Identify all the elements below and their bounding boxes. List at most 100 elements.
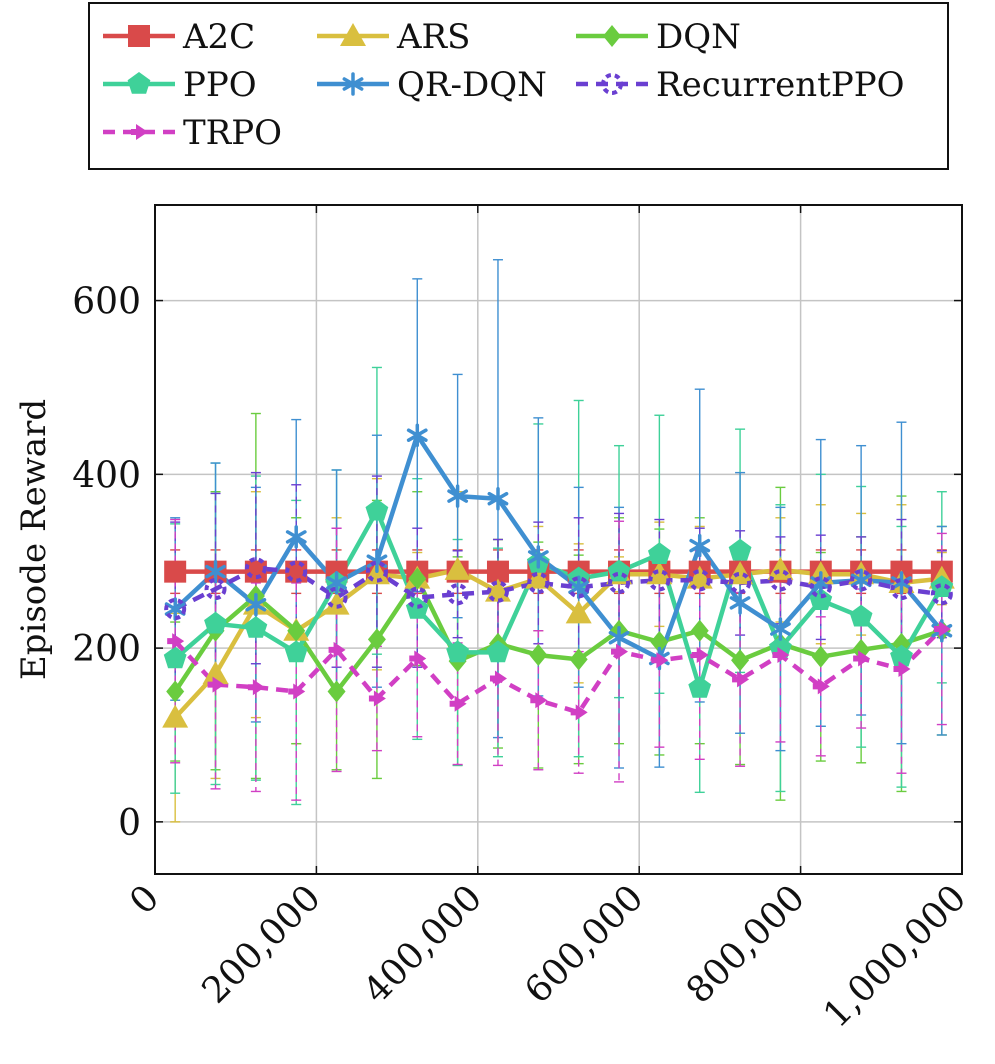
a2c-point	[486, 560, 509, 583]
legend-marker-ppo	[127, 72, 151, 94]
ppo-point	[648, 542, 671, 564]
trpo-point	[732, 671, 750, 688]
ars-point	[646, 561, 673, 585]
trpo-line	[173, 627, 944, 715]
recurrentppo-point	[527, 571, 550, 594]
legend-entry-a2c: A2C	[103, 17, 255, 57]
x-tick-label: 0	[122, 877, 167, 922]
ppo-point	[204, 611, 227, 634]
x-tick-label: 800,000	[679, 877, 813, 1011]
dqn-point	[367, 628, 386, 651]
x-tick-label: 1,000,000	[816, 877, 975, 1036]
trpo-point	[893, 660, 911, 677]
recurrentppo-point	[365, 560, 388, 583]
trpo-point	[409, 650, 427, 667]
a2c-point	[164, 560, 187, 583]
trpo-point	[812, 678, 830, 695]
legend-entry-ars: ARS	[317, 17, 470, 57]
qr-dqn-point	[164, 597, 186, 621]
ars-line	[173, 567, 943, 720]
markers-layer	[162, 423, 955, 728]
recurrentppo-point	[486, 580, 509, 603]
legend: A2C ARS DQN PPO QR-DQN RecurrentPPO TRPO	[88, 2, 949, 170]
recurrentppo-point	[285, 560, 308, 583]
qr-dqn-line	[173, 432, 944, 661]
ars-point	[565, 600, 592, 624]
trpo-point	[328, 641, 346, 658]
y-tick-label: 400	[72, 455, 141, 496]
qr-dqn-point	[608, 625, 630, 650]
qr-dqn-point	[487, 486, 509, 511]
qr-dqn-point	[850, 568, 872, 593]
legend-label-ars: ARS	[396, 17, 470, 57]
x-tick-label: 600,000	[517, 877, 651, 1011]
dqn-point	[852, 638, 871, 661]
qr-dqn-point	[326, 571, 347, 595]
ars-point	[162, 704, 189, 728]
legend-entry-trpo: TRPO	[103, 113, 282, 153]
qr-dqn-point	[729, 591, 751, 615]
dqn-point	[327, 680, 346, 703]
trpo-point	[489, 670, 507, 687]
recurrentppo-point	[244, 557, 267, 580]
legend-marker-a2c	[128, 25, 150, 47]
ppo-point	[284, 640, 308, 663]
recurrentppo-point	[446, 583, 469, 606]
legend-entry-ppo: PPO	[103, 65, 257, 105]
x-tick-label: 400,000	[356, 877, 490, 1011]
recurrentppo-point	[608, 571, 631, 594]
ppo-point	[890, 644, 913, 667]
qr-dqn-point	[770, 617, 791, 641]
dqn-point	[166, 680, 185, 703]
trpo-error-bar	[815, 616, 826, 757]
trpo-point	[449, 695, 467, 712]
trpo-point	[691, 647, 709, 664]
qr-dqn-point	[447, 484, 469, 508]
legend-entry-qr-dqn: QR-DQN	[317, 65, 547, 105]
ars-point	[444, 556, 471, 580]
recurrentppo-point	[890, 578, 913, 601]
legend-marker-recurrentppo	[601, 73, 623, 95]
legend-entry-recurrentppo: RecurrentPPO	[576, 65, 904, 105]
legend-marker-trpo	[131, 124, 148, 140]
dqn-point	[287, 619, 306, 642]
ars-point	[525, 565, 552, 589]
legend-label-a2c: A2C	[182, 17, 255, 57]
trpo-point	[651, 652, 669, 669]
dqn-point	[569, 648, 588, 671]
trpo-point	[933, 620, 951, 637]
legend-marker-dqn	[603, 25, 621, 47]
trpo-error-bar	[936, 532, 947, 726]
ppo-point	[446, 640, 469, 663]
ars-point	[323, 591, 350, 615]
y-tick-label: 600	[72, 282, 141, 323]
ars-point	[686, 565, 713, 589]
trpo-point	[247, 679, 265, 696]
trpo-point	[530, 692, 548, 709]
recurrentppo-point	[688, 569, 711, 592]
trpo-point	[772, 647, 790, 664]
recurrentppo-point	[204, 578, 227, 601]
trpo-point	[288, 683, 306, 700]
ppo-point	[365, 498, 389, 521]
dqn-point	[529, 644, 548, 667]
qr-dqn-point	[527, 545, 549, 569]
trpo-point	[611, 643, 629, 660]
ppo-point	[930, 575, 954, 597]
recurrentppo-point	[809, 576, 832, 599]
ppo-point	[728, 538, 752, 561]
y-axis-label: Episode Reward	[14, 399, 54, 680]
dqn-point	[650, 631, 669, 654]
recurrentppo-point	[325, 586, 348, 609]
legend-marker-ars	[340, 23, 366, 46]
legend-label-recurrentppo: RecurrentPPO	[656, 65, 904, 105]
qr-dqn-point	[285, 525, 307, 549]
x-tick-label: 200,000	[195, 877, 329, 1011]
legend-entry-dqn: DQN	[576, 17, 741, 57]
recurrentppo-point	[729, 571, 752, 594]
trpo-point	[368, 690, 386, 707]
legend-box	[88, 2, 949, 170]
recurrentppo-point	[769, 569, 792, 592]
y-tick-label: 200	[72, 629, 141, 670]
